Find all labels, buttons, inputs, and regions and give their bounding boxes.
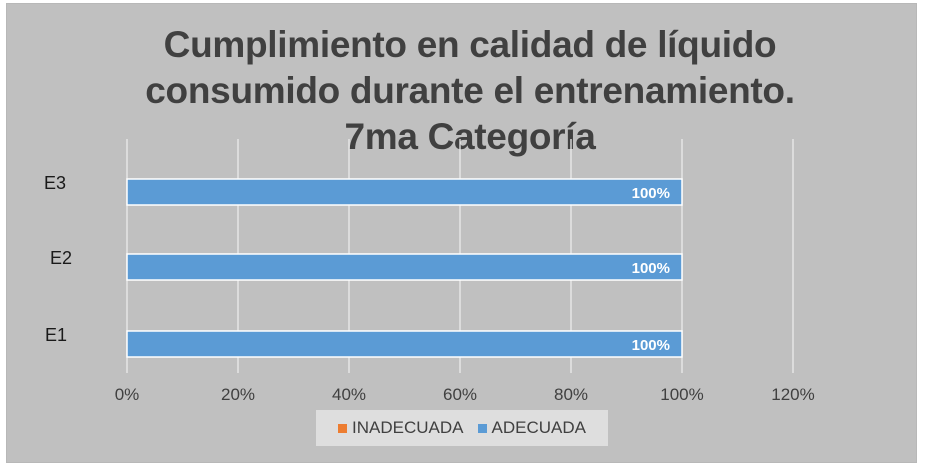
x-tick-label: 20%: [221, 385, 255, 404]
x-tick-label: 100%: [660, 385, 703, 404]
x-tick-label: 120%: [771, 385, 814, 404]
legend-label-inadecuada: INADECUADA: [352, 418, 464, 437]
legend-label-adecuada: ADECUADA: [491, 418, 586, 437]
legend-item-inadecuada: INADECUADA: [338, 418, 464, 438]
chart-title-line-2: consumido durante el entrenamiento.: [145, 70, 795, 111]
legend-swatch-adecuada: [477, 423, 487, 433]
x-tick-label: 40%: [332, 385, 366, 404]
x-tick-label: 0%: [115, 385, 140, 404]
y-category-label: E3: [44, 173, 66, 193]
bar-adecuada-e3: [126, 178, 683, 206]
bar-adecuada-e2: [126, 253, 683, 281]
data-label: 100%: [632, 185, 670, 202]
y-category-label: E2: [50, 248, 72, 268]
data-label: 100%: [632, 337, 670, 354]
legend-item-adecuada: ADECUADA: [477, 418, 586, 438]
data-label: 100%: [632, 260, 670, 277]
legend: INADECUADA ADECUADA: [316, 410, 608, 446]
bar-adecuada-e1: [126, 330, 683, 358]
y-category-label: E1: [45, 325, 67, 345]
x-tick-label: 60%: [443, 385, 477, 404]
x-tick-label: 80%: [554, 385, 588, 404]
chart-title: Cumplimiento en calidad de líquido consu…: [120, 22, 820, 160]
chart-area: [6, 3, 917, 463]
legend-swatch-inadecuada: [338, 423, 348, 433]
chart-title-line-1: Cumplimiento en calidad de líquido: [163, 24, 777, 65]
chart-title-line-3: 7ma Categoría: [344, 116, 596, 157]
